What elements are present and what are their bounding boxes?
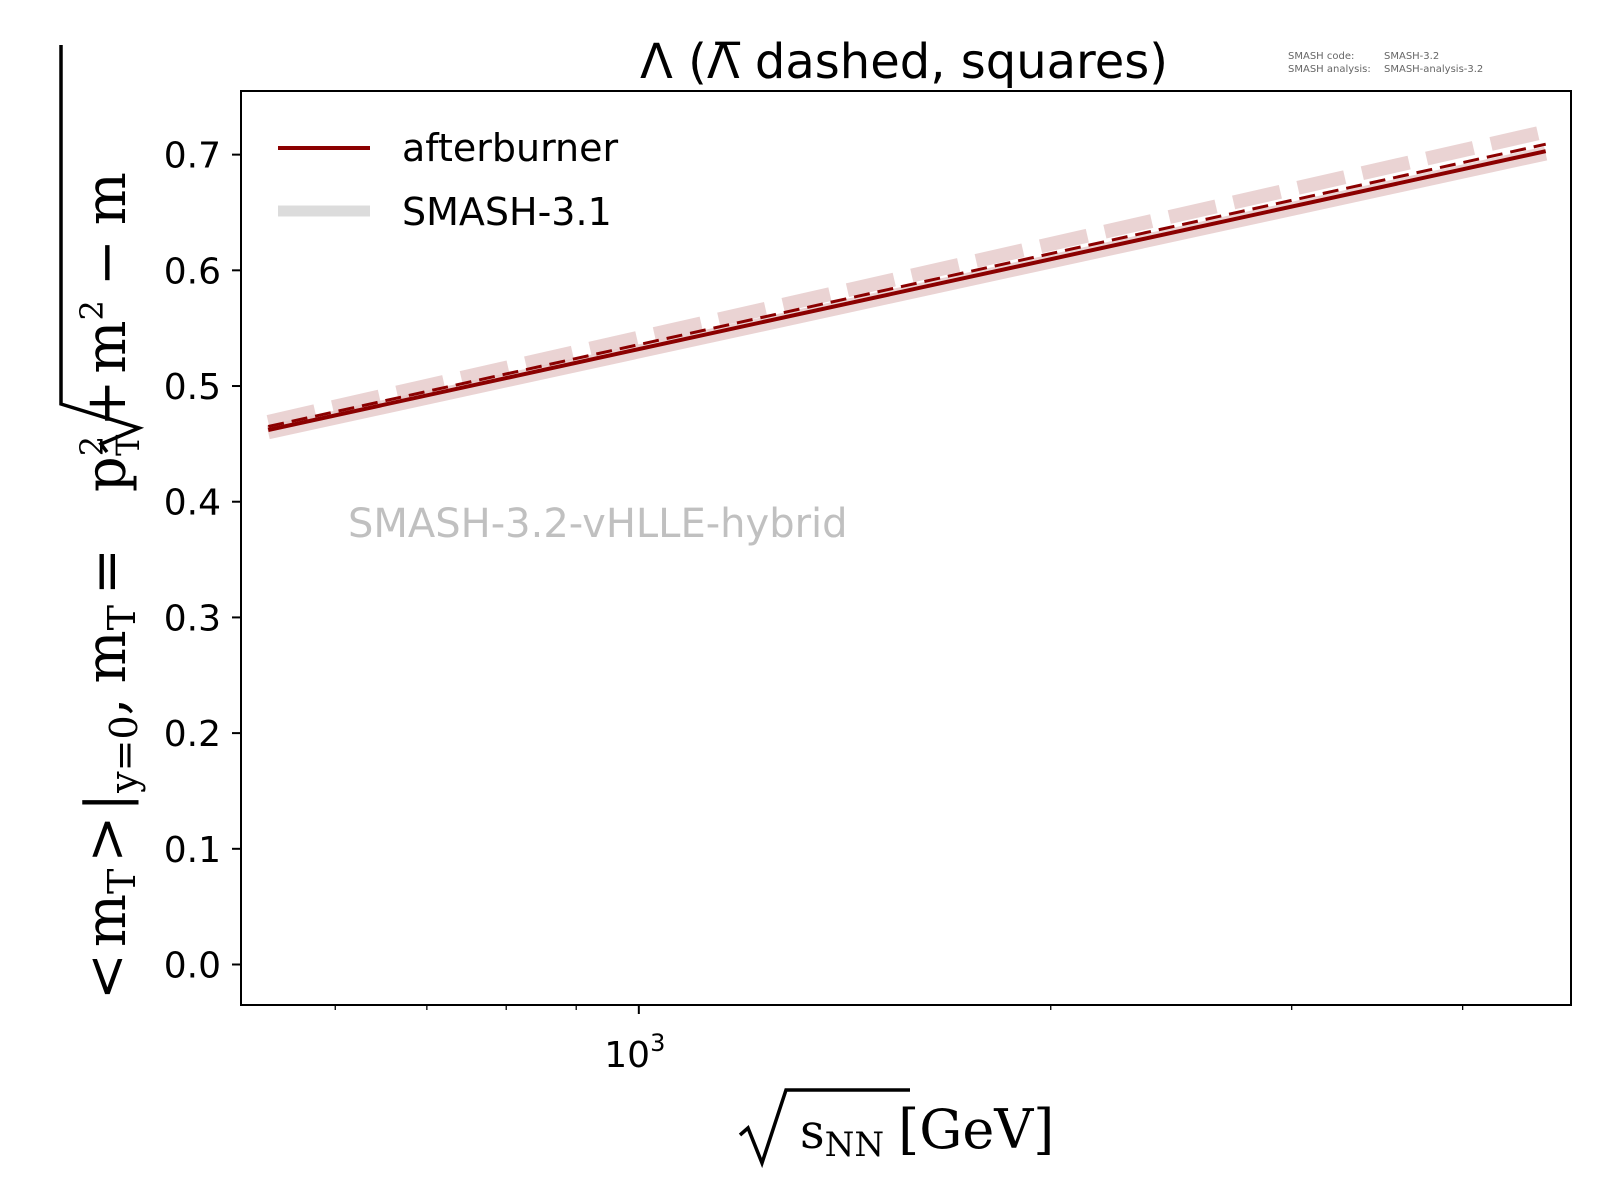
y-label-sub-t3: T — [109, 434, 147, 456]
y-tick-label: 0.1 — [164, 830, 221, 871]
y-label-sup-2b: 2 — [73, 300, 111, 320]
y-label-eq: = — [74, 548, 139, 595]
y-label-close: > — [74, 816, 139, 863]
y-label-open: < — [74, 953, 139, 1000]
y-label-sup-2a: 2 — [73, 436, 111, 456]
plot-frame — [240, 90, 1572, 1006]
series-line-afterburner-solid — [267, 149, 1547, 432]
x-label-text: sNN [GeV] — [800, 1098, 1054, 1165]
y-label-comma: , — [74, 698, 139, 716]
y-axis-label: <mT>|y=0,mT=p2T+m2−m — [59, 45, 147, 1000]
y-label-sub-t1: T — [100, 869, 144, 894]
y-label-p: p — [74, 456, 139, 492]
x-tick-label: 103 — [604, 1029, 665, 1076]
y-label-m1: m — [74, 894, 139, 947]
x-label-radicand: s — [800, 1104, 825, 1160]
x-label-radical-sign — [738, 1088, 910, 1169]
info-analysis-label: SMASH analysis: — [1288, 64, 1371, 75]
y-tick-label: 0.4 — [164, 483, 221, 524]
y-label-m3: m — [74, 321, 139, 374]
series-line-smash-3-1-dashed — [266, 124, 1548, 429]
chart-title: Λ (Λ̅ dashed, squares) — [640, 34, 1168, 90]
series-line-afterburner-dashed — [267, 142, 1547, 428]
y-tick-label: 0.7 — [164, 136, 221, 177]
y-label-minus: − — [74, 239, 139, 286]
info-analysis-value: SMASH-analysis-3.2 — [1384, 64, 1483, 75]
info-code-label: SMASH code: — [1288, 51, 1354, 62]
y-tick-label: 0.0 — [164, 946, 221, 987]
y-label-m4: m — [74, 172, 139, 225]
y-tick-label: 0.2 — [164, 714, 221, 755]
y-label-text: <mT>|y=0,mT=p2T+m2−m — [73, 172, 147, 1000]
info-block: SMASH code: SMASH-3.2 SMASH analysis: SM… — [1288, 51, 1483, 75]
y-label-sub-y0: y=0 — [102, 715, 146, 793]
x-axis-label: sNN [GeV] — [738, 1088, 1054, 1169]
x-label-unit: [GeV] — [898, 1098, 1054, 1161]
info-code-value: SMASH-3.2 — [1384, 51, 1439, 62]
series-line-smash-3-1-solid — [266, 146, 1548, 440]
watermark: SMASH-3.2-vHLLE-hybrid — [348, 501, 848, 547]
series-layer — [266, 124, 1548, 440]
y-label-m2: m — [74, 630, 139, 683]
legend: afterburner SMASH-3.1 — [278, 126, 619, 234]
y-tick-label: 0.5 — [164, 367, 221, 408]
legend-label-afterburner: afterburner — [402, 126, 619, 170]
y-tick-label: 0.3 — [164, 598, 221, 639]
y-label-bar: | — [74, 793, 139, 812]
y-tick-label: 0.6 — [164, 251, 221, 292]
x-label-subscript: NN — [825, 1125, 885, 1165]
x-axis-ticks: 103 — [334, 1005, 1464, 1076]
y-label-radical-sign — [59, 45, 145, 454]
y-label-sub-t2: T — [100, 605, 144, 630]
y-axis-ticks: 0.0 0.1 0.2 0.3 0.4 0.5 0.6 0.7 — [164, 136, 241, 987]
legend-label-smash-3-1: SMASH-3.1 — [402, 190, 612, 234]
